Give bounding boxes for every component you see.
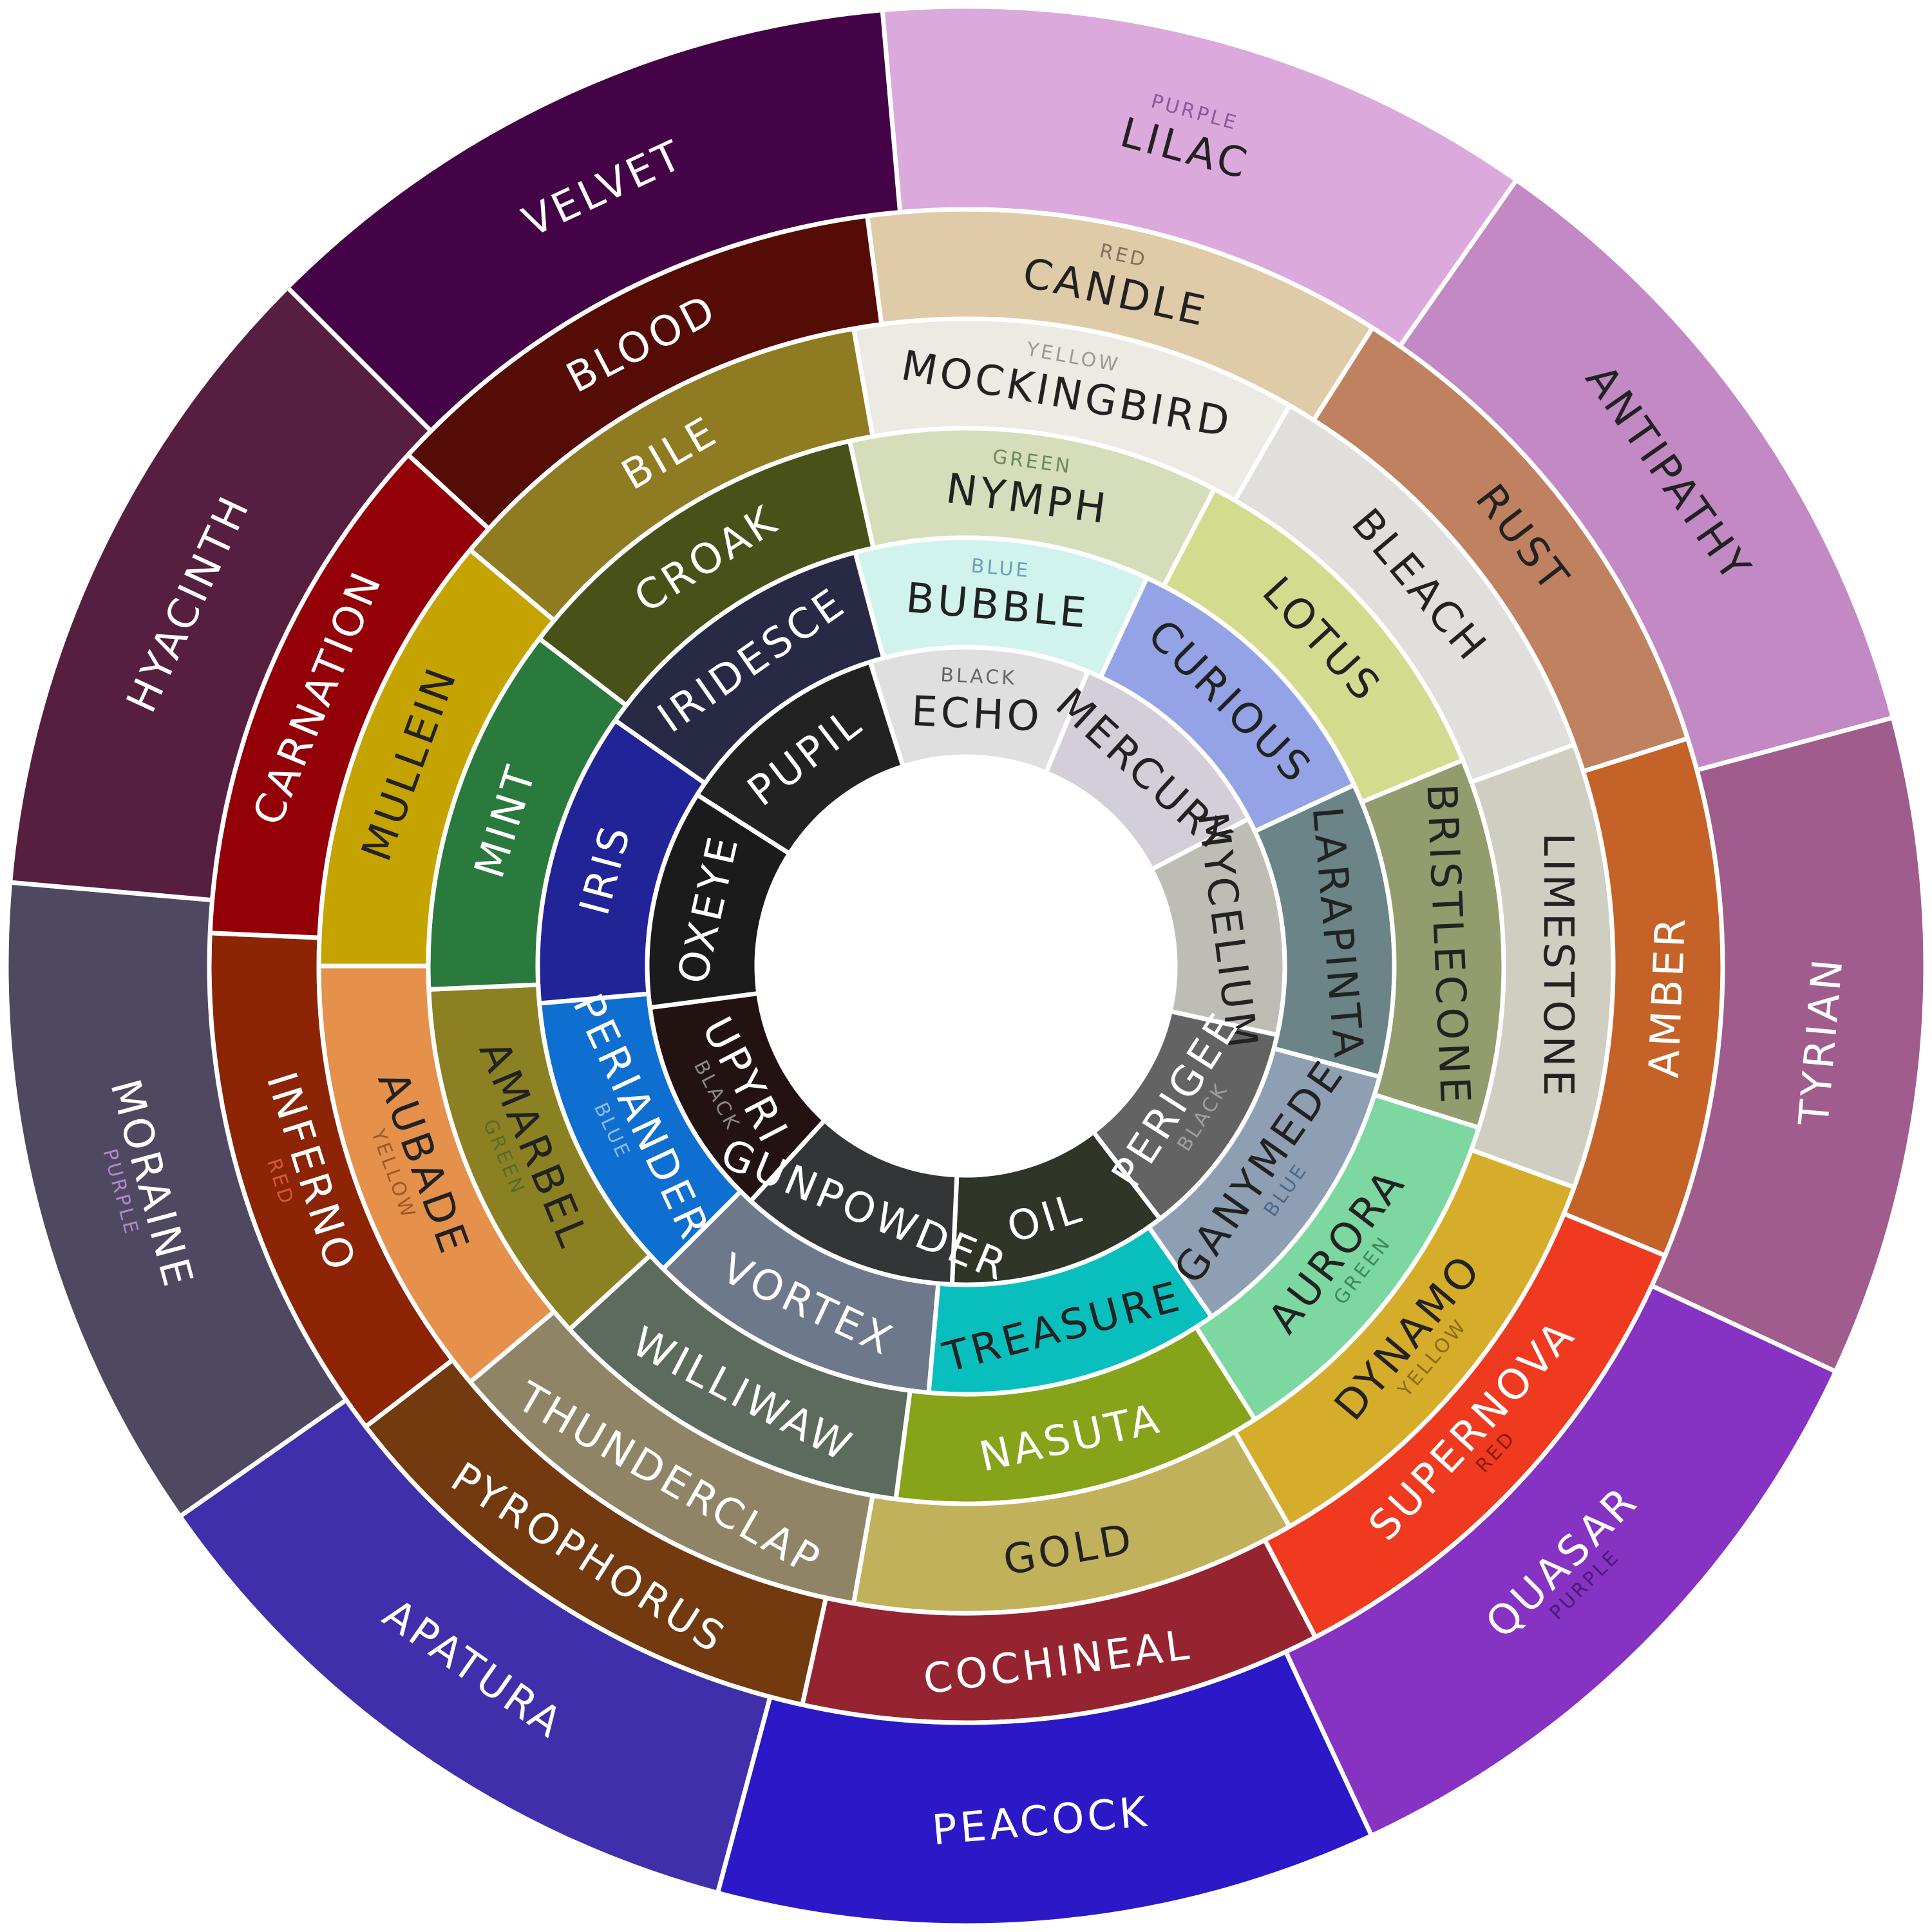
segment-label-limestone: LIMESTONE xyxy=(1534,833,1582,1099)
segment-label-group-limestone: LIMESTONE xyxy=(1534,833,1582,1099)
segment-label-group-amber: AMBER xyxy=(1640,914,1695,1079)
segment-label-echo: ECHO xyxy=(911,688,1044,741)
wheel-rim xyxy=(5,5,1927,1927)
segment-label-amber: AMBER xyxy=(1640,914,1695,1079)
category-label-black: BLACK xyxy=(940,664,1018,690)
wheel-segments xyxy=(4,4,1928,1928)
wheel-center xyxy=(759,759,1173,1173)
category-label-blue: BLUE xyxy=(970,554,1031,582)
